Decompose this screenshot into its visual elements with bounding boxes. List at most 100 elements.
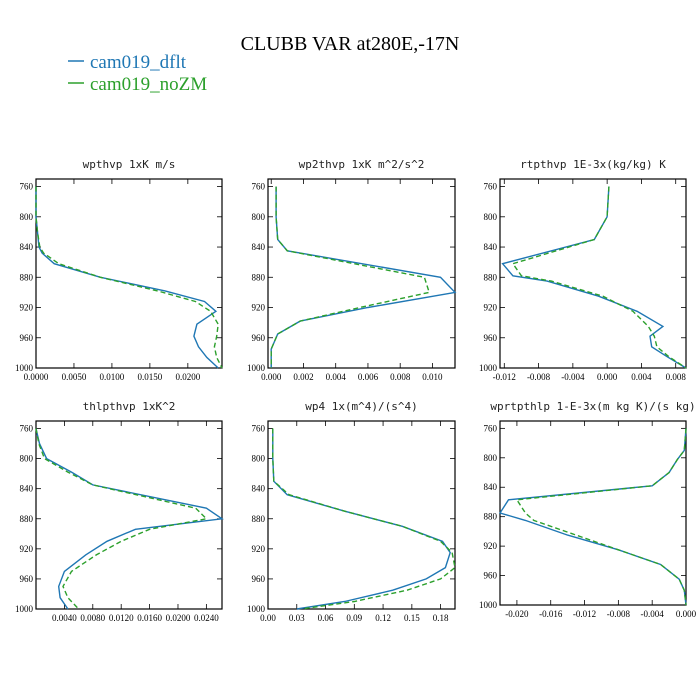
x-tick-label: 0.0040 xyxy=(52,613,77,623)
x-tick-label: 0.0000 xyxy=(24,372,49,382)
y-tick-label: 880 xyxy=(20,514,34,524)
y-tick-label: 920 xyxy=(20,544,34,554)
y-tick-label: 800 xyxy=(20,454,34,464)
y-tick-label: 840 xyxy=(20,242,34,252)
panel-title: wp4 1x(m^4)/(s^4) xyxy=(305,400,418,413)
panel-title: wp2thvp 1xK m^2/s^2 xyxy=(299,158,425,171)
x-tick-label: 0.008 xyxy=(666,372,687,382)
x-tick-label: -0.004 xyxy=(641,609,665,619)
y-tick-label: 960 xyxy=(252,574,266,584)
series-nozm-line xyxy=(35,428,208,610)
legend-label-dflt: cam019_dflt xyxy=(90,52,187,73)
series-dflt-line xyxy=(35,186,219,369)
y-tick-label: 800 xyxy=(484,212,498,222)
panel-6: wprtpthlp 1-E-3x(m kg K)/(s kg) 760 800 840… xyxy=(479,400,697,619)
x-tick-label: -0.020 xyxy=(505,609,529,619)
x-tick-label: 0.000 xyxy=(676,609,697,619)
y-tick-label: 920 xyxy=(484,541,498,551)
y-tick-label: 760 xyxy=(484,423,498,433)
plot-frame xyxy=(499,178,687,369)
y-tick-label: 1000 xyxy=(247,604,266,614)
series-dflt-line xyxy=(35,428,224,610)
plot-frame xyxy=(35,420,223,610)
series-nozm-line xyxy=(35,186,223,369)
x-tick-label: 0.0100 xyxy=(100,372,125,382)
y-tick-label: 960 xyxy=(484,333,498,343)
y-tick-label: 1000 xyxy=(479,600,498,610)
y-tick-label: 760 xyxy=(252,182,266,192)
y-tick-label: 840 xyxy=(20,484,34,494)
x-tick-label: 0.0240 xyxy=(194,613,219,623)
x-tick-label: 0.0150 xyxy=(138,372,163,382)
y-tick-label: 760 xyxy=(252,424,266,434)
panel-title: rtpthvp 1E-3x(kg/kg) K xyxy=(520,158,666,171)
x-tick-label: 0.006 xyxy=(358,372,379,382)
x-tick-label: 0.0160 xyxy=(137,613,162,623)
x-tick-label: 0.0050 xyxy=(62,372,87,382)
x-tick-label: 0.09 xyxy=(346,613,362,623)
legend-label-nozm: cam019_noZM xyxy=(90,74,207,95)
y-tick-label: 920 xyxy=(252,544,266,554)
series-nozm-line xyxy=(270,186,431,368)
x-tick-label: 0.0200 xyxy=(166,613,191,623)
series-nozm-line xyxy=(515,428,687,606)
x-tick-label: -0.012 xyxy=(573,609,596,619)
x-tick-label: 0.008 xyxy=(390,372,411,382)
y-tick-label: 880 xyxy=(252,514,266,524)
series-nozm-line xyxy=(272,428,456,610)
y-tick-label: 840 xyxy=(252,242,266,252)
y-tick-label: 760 xyxy=(20,182,34,192)
x-tick-label: 0.00 xyxy=(260,613,276,623)
figure-title: CLUBB VAR at280E,-17N xyxy=(241,33,460,55)
panel-5: wp4 1x(m^4)/(s^4)76080084088092096010000… xyxy=(247,400,456,623)
y-tick-label: 1000 xyxy=(15,604,34,614)
x-tick-label: 0.000 xyxy=(597,372,618,382)
plot-frame xyxy=(267,178,456,369)
panel-title: wpthvp 1xK m/s xyxy=(83,158,176,171)
x-tick-label: 0.15 xyxy=(404,613,420,623)
y-tick-label: 840 xyxy=(252,484,266,494)
x-tick-label: 0.12 xyxy=(375,613,391,623)
series-dflt-line xyxy=(498,428,687,606)
x-tick-label: -0.004 xyxy=(561,372,585,382)
y-tick-label: 800 xyxy=(484,453,498,463)
y-tick-label: 920 xyxy=(252,303,266,313)
y-tick-label: 880 xyxy=(484,272,498,282)
y-tick-label: 880 xyxy=(252,272,266,282)
y-tick-label: 1000 xyxy=(247,363,266,373)
series-nozm-line xyxy=(511,186,687,369)
y-tick-label: 880 xyxy=(484,512,498,522)
y-tick-label: 800 xyxy=(252,454,266,464)
series-dflt-line xyxy=(270,186,457,368)
x-tick-label: 0.03 xyxy=(289,613,305,623)
panel-1: wpthvp 1xK m/s76080084088092096010000.00… xyxy=(15,158,223,382)
plot-frame xyxy=(35,178,223,369)
y-tick-label: 920 xyxy=(484,303,498,313)
x-tick-label: 0.010 xyxy=(422,372,443,382)
plot-frame xyxy=(499,420,687,606)
x-tick-label: -0.008 xyxy=(607,609,631,619)
x-tick-label: -0.012 xyxy=(493,372,516,382)
panel-3: rtpthvp 1E-3x(kg/kg) K 760 800 840 880 920 960… xyxy=(479,158,687,382)
x-tick-label: 0.004 xyxy=(631,372,652,382)
x-tick-label: -0.008 xyxy=(527,372,551,382)
x-tick-label: 0.0120 xyxy=(109,613,134,623)
y-tick-label: 1000 xyxy=(15,363,34,373)
y-tick-label: 960 xyxy=(20,333,34,343)
panel-4: thlpthvp 1xK^2 760 800 840 880 920 960 1000 0.00… xyxy=(15,400,224,623)
panel-title: thlpthvp 1xK^2 xyxy=(83,400,176,413)
x-tick-label: 0.0080 xyxy=(80,613,105,623)
x-tick-label: 0.000 xyxy=(261,372,282,382)
legend: cam019_dflt cam019_noZM xyxy=(68,52,207,95)
panel-grid: wpthvp 1xK m/s76080084088092096010000.00… xyxy=(15,158,697,623)
x-tick-label: 0.06 xyxy=(318,613,334,623)
x-tick-label: 0.18 xyxy=(433,613,449,623)
y-tick-label: 840 xyxy=(484,482,498,492)
y-tick-label: 1000 xyxy=(479,363,498,373)
y-tick-label: 920 xyxy=(20,303,34,313)
y-tick-label: 800 xyxy=(20,212,34,222)
y-tick-label: 880 xyxy=(20,272,34,282)
y-tick-label: 840 xyxy=(484,242,498,252)
y-tick-label: 760 xyxy=(484,182,498,192)
